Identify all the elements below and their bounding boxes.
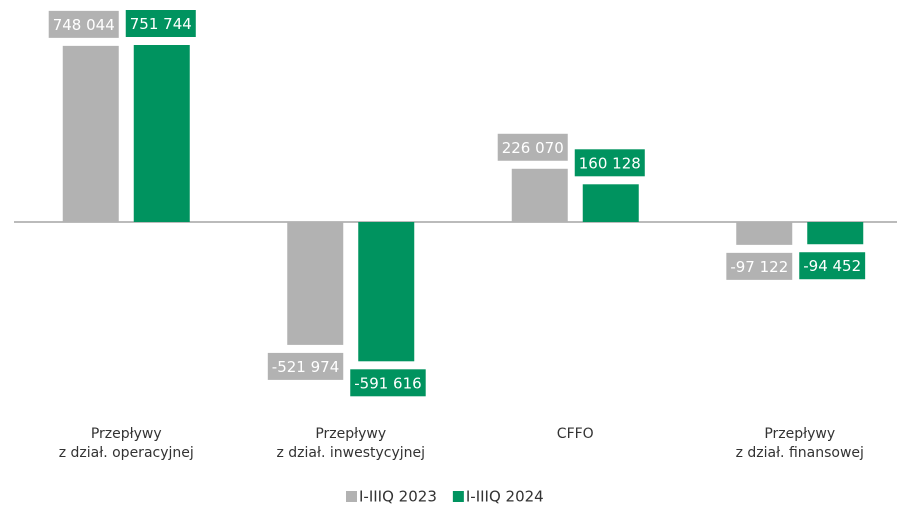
value-label: -521 974: [272, 358, 339, 376]
bar: [807, 222, 864, 245]
x-tick-label: z dział. operacyjnej: [59, 445, 194, 461]
value-label: 748 044: [53, 16, 115, 34]
x-tick-label: z dział. finansowej: [736, 445, 864, 461]
bar: [287, 222, 344, 345]
value-label: -591 616: [354, 374, 421, 392]
value-label: -94 452: [803, 257, 861, 275]
x-tick-label: Przepływy: [764, 426, 835, 442]
value-label-box: [497, 133, 568, 161]
x-tick-label: Przepływy: [315, 426, 386, 442]
value-label: 751 744: [130, 15, 192, 33]
x-tick-label: z dział. inwestycyjnej: [276, 445, 425, 461]
value-label: -97 122: [730, 258, 788, 276]
legend-swatch: [452, 491, 464, 502]
legend-label: I-IIIQ 2024: [466, 488, 544, 506]
value-label: 160 128: [579, 154, 641, 172]
x-tick-label: CFFO: [557, 426, 594, 442]
bar: [358, 222, 415, 362]
value-label-box: [267, 352, 344, 380]
value-label-box: [799, 252, 866, 280]
value-label-box: [726, 252, 793, 280]
value-label-box: [574, 149, 645, 177]
bar: [736, 222, 793, 245]
value-label: 226 070: [502, 139, 564, 157]
bar: [511, 168, 568, 222]
legend-swatch: [346, 491, 357, 502]
legend-label: I-IIIQ 2023: [359, 488, 437, 506]
bar: [62, 45, 119, 223]
bar: [133, 45, 190, 222]
x-tick-label: Przepływy: [91, 426, 162, 442]
value-label-box: [48, 10, 119, 38]
value-label-box: [125, 10, 196, 37]
value-label-box: [350, 369, 426, 397]
bar: [582, 184, 639, 222]
